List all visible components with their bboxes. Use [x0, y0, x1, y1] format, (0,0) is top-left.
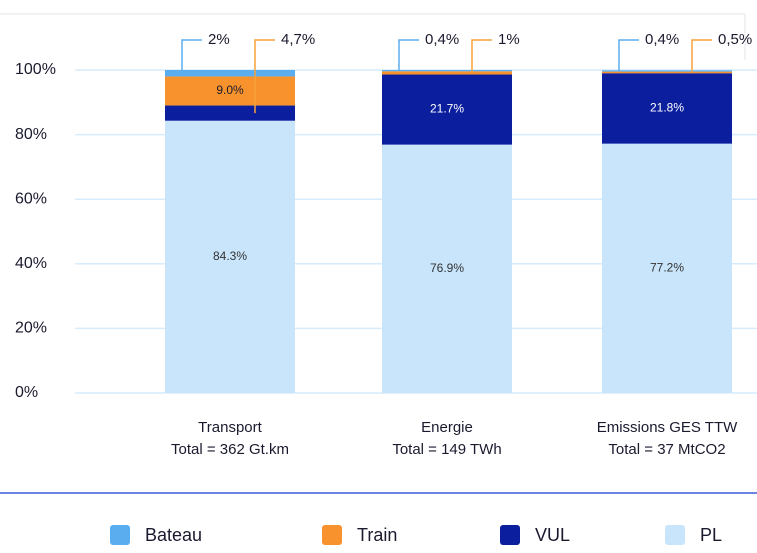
bar-segment [165, 120, 295, 393]
callout-line [254, 39, 275, 114]
callout-label: 4,7% [281, 31, 315, 48]
legend-label: PL [700, 525, 722, 545]
x-tick-label: Emissions GES TTW [597, 419, 738, 436]
value-label: 21.7% [430, 102, 464, 116]
legend-swatch [665, 525, 685, 545]
callout-label: 0,4% [425, 31, 459, 48]
bar-segment [602, 73, 732, 144]
y-tick-label: 20% [15, 320, 47, 337]
callout-line [618, 39, 639, 71]
y-tick-label: 0% [15, 384, 38, 401]
callout-line [181, 39, 202, 74]
value-label: 9.0% [216, 83, 244, 97]
callout-line [691, 39, 712, 73]
x-tick-sublabel: Total = 362 Gt.km [171, 441, 289, 458]
bar-segment [602, 143, 732, 393]
legend-label: VUL [535, 525, 570, 545]
value-label: 76.9% [430, 261, 464, 275]
bar-segment [165, 105, 295, 121]
bar-segment [602, 71, 732, 74]
y-tick-label: 60% [15, 190, 47, 207]
y-tick-label: 40% [15, 255, 47, 272]
callout-line [471, 39, 492, 73]
value-label: 21.8% [650, 101, 684, 115]
callout-label: 0,4% [645, 31, 679, 48]
bar-segment [602, 70, 732, 72]
callout-label: 2% [208, 31, 230, 48]
legend-swatch [110, 525, 130, 545]
callout-line [398, 39, 419, 71]
x-tick-label: Energie [421, 419, 473, 436]
bar-segment [382, 74, 512, 145]
bar-segment [165, 76, 295, 106]
legend-label: Bateau [145, 525, 202, 545]
bar-segment [382, 71, 512, 75]
y-tick-label: 100% [15, 61, 56, 78]
legend-swatch [500, 525, 520, 545]
bar-segment [165, 70, 295, 77]
legend-label: Train [357, 525, 397, 545]
value-label: 84.3% [213, 249, 247, 263]
callout-label: 0,5% [718, 31, 752, 48]
x-tick-label: Transport [198, 419, 262, 436]
legend-swatch [322, 525, 342, 545]
value-label: 77.2% [650, 260, 684, 274]
x-tick-sublabel: Total = 149 TWh [392, 441, 501, 458]
bar-segment [382, 70, 512, 72]
callout-label: 1% [498, 31, 520, 48]
bar-segment [382, 144, 512, 393]
y-tick-label: 80% [15, 126, 47, 143]
x-tick-sublabel: Total = 37 MtCO2 [608, 441, 725, 458]
